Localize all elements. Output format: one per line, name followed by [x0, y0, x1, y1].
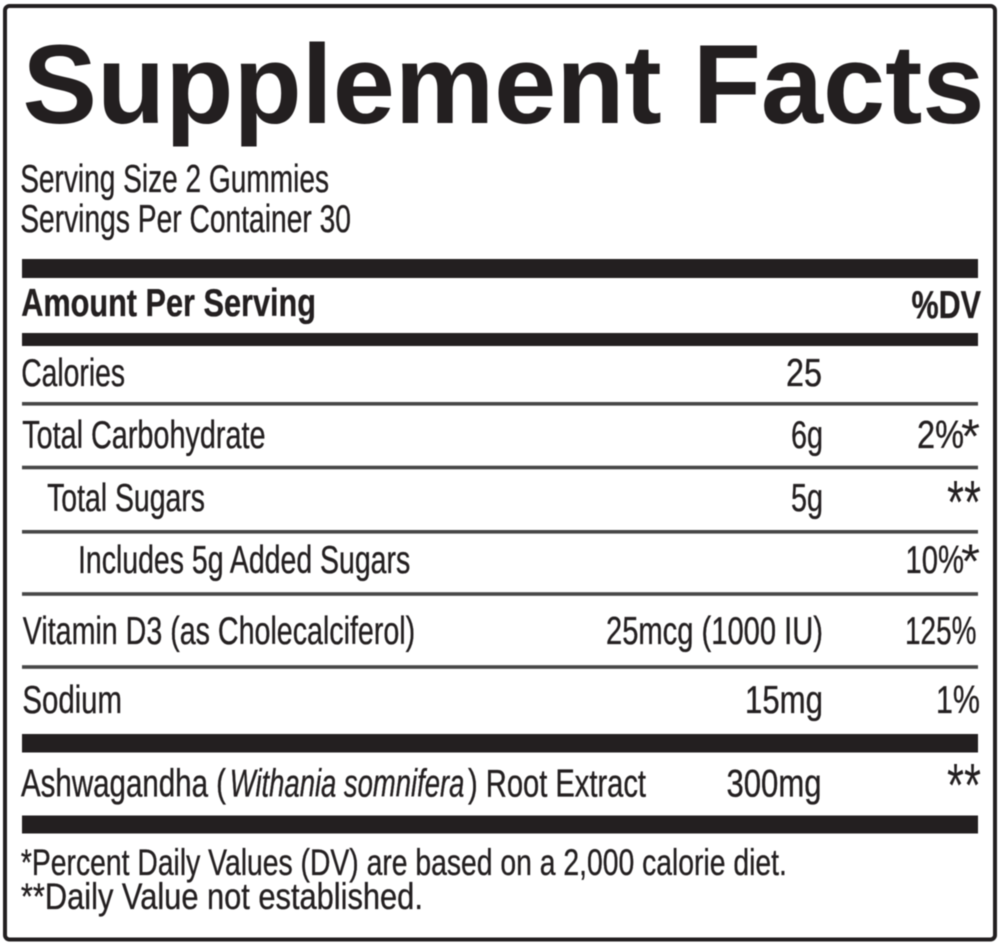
svg-text:6g: 6g [791, 414, 823, 457]
svg-text:Amount Per Serving: Amount Per Serving [21, 282, 316, 325]
svg-text:2%: 2% [917, 414, 964, 457]
svg-text:Calories: Calories [21, 352, 125, 395]
svg-text:*Percent Daily Values (DV) are: *Percent Daily Values (DV) are based on … [21, 842, 787, 883]
svg-text:Withania somnifera: Withania somnifera [230, 763, 465, 806]
svg-text:15mg: 15mg [745, 679, 823, 722]
svg-text:5g: 5g [791, 477, 823, 520]
svg-text:125%: 125% [905, 610, 977, 653]
svg-text:10%: 10% [906, 539, 965, 582]
svg-text:Includes 5g Added Sugars: Includes 5g Added Sugars [78, 539, 410, 582]
svg-text:**: ** [947, 751, 981, 820]
svg-text:1%: 1% [936, 679, 980, 722]
svg-text:25: 25 [786, 352, 822, 395]
svg-text:**: ** [947, 468, 981, 537]
svg-text:%DV: %DV [912, 284, 982, 327]
svg-text:Total Carbohydrate: Total Carbohydrate [22, 414, 265, 457]
svg-text:300mg: 300mg [727, 763, 822, 806]
svg-text:Serving Size 2 Gummies: Serving Size 2 Gummies [20, 158, 329, 201]
svg-text:Total Sugars: Total Sugars [47, 477, 205, 520]
svg-text:**Daily Value not established.: **Daily Value not established. [21, 876, 423, 917]
svg-text:Sodium: Sodium [22, 679, 122, 722]
svg-text:*: * [961, 536, 980, 589]
svg-text:) Root Extract: ) Root Extract [468, 763, 646, 806]
svg-text:Vitamin D3 (as Cholecalciferol: Vitamin D3 (as Cholecalciferol) [23, 610, 415, 653]
svg-text:*: * [961, 411, 980, 464]
svg-text:25mcg (1000 IU): 25mcg (1000 IU) [606, 610, 823, 653]
svg-text:Ashwagandha (: Ashwagandha ( [21, 763, 226, 806]
svg-text:Supplement Facts: Supplement Facts [23, 21, 985, 147]
svg-text:Servings Per Container 30: Servings Per Container 30 [20, 198, 351, 241]
